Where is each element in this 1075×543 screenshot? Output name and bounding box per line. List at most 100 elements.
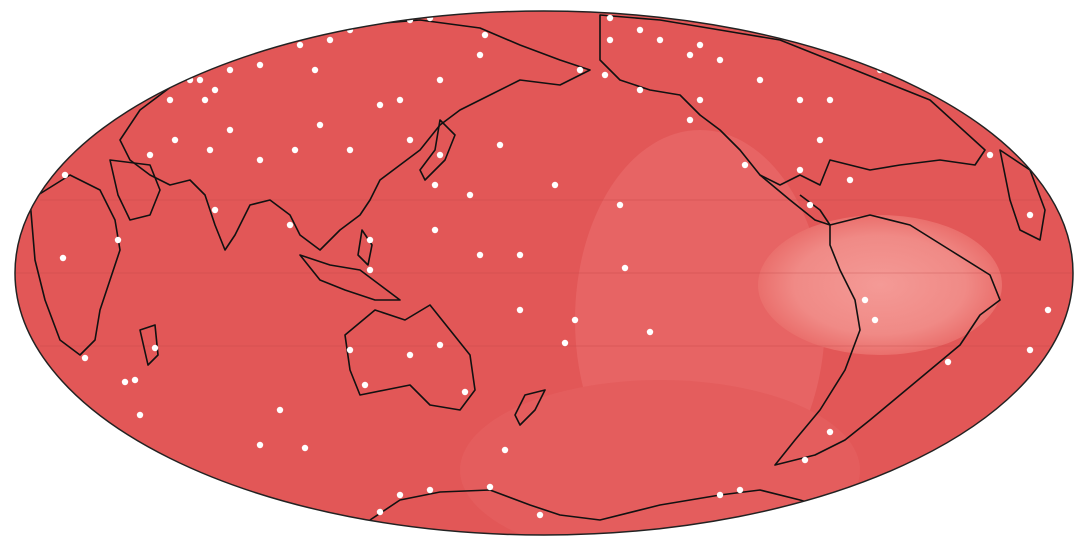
coastline-south-america xyxy=(774,214,1001,466)
station-dot xyxy=(1026,346,1034,354)
station-dot xyxy=(291,146,299,154)
station-dot xyxy=(396,491,404,499)
station-dot xyxy=(426,486,434,494)
station-dot xyxy=(286,221,294,229)
station-dot xyxy=(201,96,209,104)
station-dot xyxy=(366,266,374,274)
station-dot xyxy=(1044,306,1052,314)
station-dot xyxy=(406,351,414,359)
station-dot xyxy=(431,181,439,189)
station-dot xyxy=(606,14,614,22)
station-dot xyxy=(826,96,834,104)
station-dot xyxy=(121,378,129,386)
station-dot xyxy=(516,306,524,314)
station-dot xyxy=(861,296,869,304)
station-dot xyxy=(376,101,384,109)
station-dot xyxy=(561,339,569,347)
station-dot xyxy=(131,376,139,384)
station-dot xyxy=(656,36,664,44)
station-dot xyxy=(481,31,489,39)
station-dot xyxy=(606,36,614,44)
coastline-arabia xyxy=(109,159,161,221)
station-dot xyxy=(436,76,444,84)
station-dot xyxy=(871,316,879,324)
coastline-madagascar xyxy=(139,324,159,366)
station-dot xyxy=(636,86,644,94)
coastline-antarctica xyxy=(369,489,851,521)
globe-outline xyxy=(14,10,1074,536)
station-dot xyxy=(146,151,154,159)
station-dot xyxy=(476,51,484,59)
station-dot xyxy=(196,76,204,84)
station-dot xyxy=(736,486,744,494)
station-dot xyxy=(846,176,854,184)
station-dot xyxy=(486,483,494,491)
coastline-north-america xyxy=(599,14,986,186)
station-dot xyxy=(114,236,122,244)
station-dot xyxy=(796,96,804,104)
station-dot xyxy=(686,116,694,124)
coastline-eurasia xyxy=(119,19,591,251)
station-dot xyxy=(256,156,264,164)
station-dot xyxy=(501,446,509,454)
station-dot xyxy=(616,201,624,209)
station-dot xyxy=(256,61,264,69)
station-dot xyxy=(296,41,304,49)
graticule xyxy=(15,199,1073,347)
station-dot xyxy=(986,151,994,159)
station-dot xyxy=(406,136,414,144)
coastline-islands xyxy=(299,254,401,301)
station-dot xyxy=(496,141,504,149)
station-dot xyxy=(716,56,724,64)
station-dot xyxy=(346,146,354,154)
station-dot xyxy=(801,456,809,464)
station-dot xyxy=(1026,211,1034,219)
station-dot xyxy=(536,511,544,519)
station-dot xyxy=(81,354,89,362)
coastline-australia xyxy=(344,304,476,411)
station-dot xyxy=(816,136,824,144)
station-dot xyxy=(59,254,67,262)
field-highlight xyxy=(758,215,1002,355)
station-dot xyxy=(311,66,319,74)
station-dot xyxy=(436,341,444,349)
station-dot xyxy=(551,181,559,189)
station-dot xyxy=(171,136,179,144)
station-dot xyxy=(206,146,214,154)
station-dot xyxy=(376,508,384,516)
station-dot xyxy=(256,441,264,449)
coastline-central-america xyxy=(759,174,831,226)
station-dot xyxy=(366,236,374,244)
station-dot xyxy=(326,36,334,44)
station-dot xyxy=(576,66,584,74)
station-dot xyxy=(301,444,309,452)
station-dot xyxy=(151,344,159,352)
station-dot xyxy=(696,41,704,49)
station-dot xyxy=(944,358,952,366)
station-dot xyxy=(756,76,764,84)
station-dot xyxy=(826,428,834,436)
station-dot xyxy=(461,388,469,396)
station-dot xyxy=(796,166,804,174)
station-dot xyxy=(166,96,174,104)
station-dot xyxy=(226,126,234,134)
station-dot xyxy=(211,206,219,214)
station-dot xyxy=(466,191,474,199)
station-dot xyxy=(896,68,904,76)
station-dot xyxy=(396,96,404,104)
station-dot xyxy=(686,51,694,59)
station-dot xyxy=(361,381,369,389)
coastline-japan xyxy=(419,119,456,181)
station-dot xyxy=(806,201,814,209)
station-dot xyxy=(431,226,439,234)
station-dot xyxy=(226,66,234,74)
station-dot xyxy=(211,86,219,94)
stations xyxy=(59,14,1052,519)
station-dot xyxy=(716,491,724,499)
station-dot xyxy=(636,26,644,34)
station-dot xyxy=(516,251,524,259)
station-dot xyxy=(646,328,654,336)
